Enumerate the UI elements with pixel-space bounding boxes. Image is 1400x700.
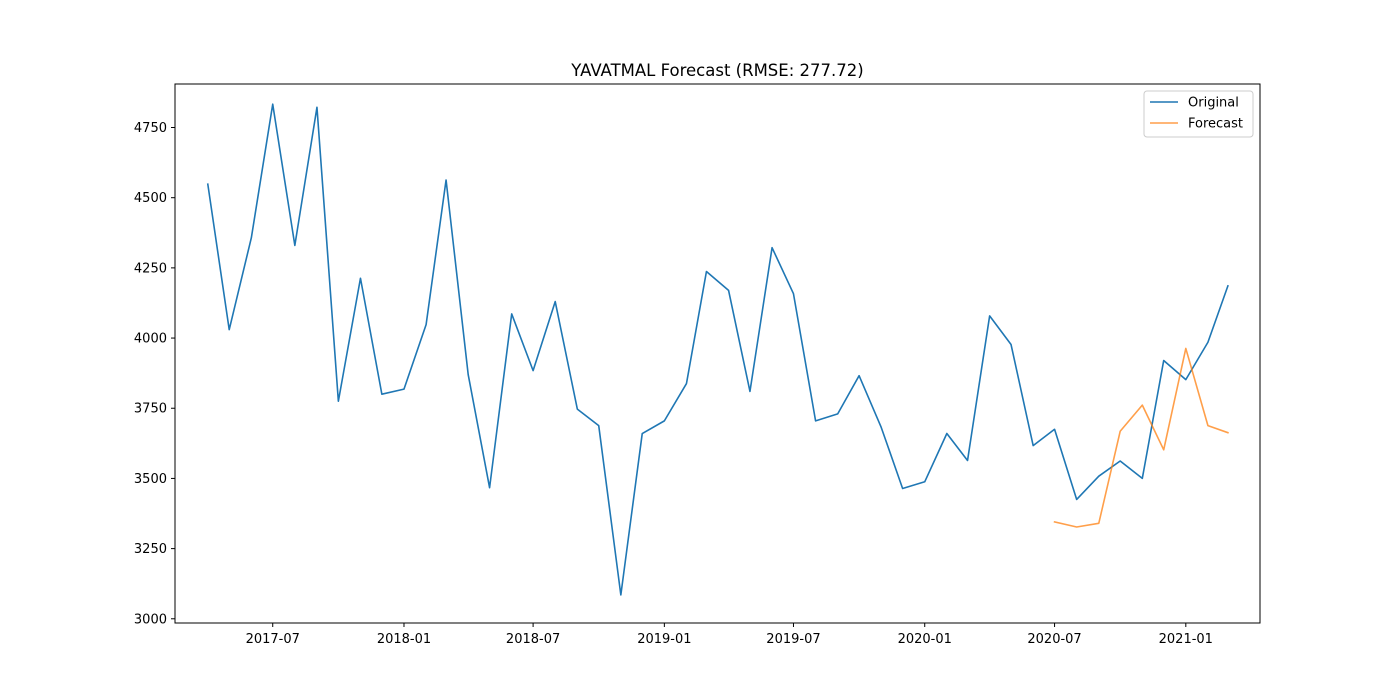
x-axis: 2017-07 2018-01 2018-07 2019-01 2019-07 2020-… [246,623,1213,647]
legend: Original Forecast [1143,90,1254,138]
x-tick-label: 2018-01 [377,632,431,647]
legend-label-original: Original [1188,96,1239,111]
series-layer [206,103,1229,596]
y-tick-label: 3250 [134,542,167,557]
y-axis: 3000 3250 3500 3750 4000 4250 4500 4750 [134,121,175,627]
plot-frame [174,83,1261,624]
x-tick-label: 2020-01 [898,632,952,647]
chart-title: YAVATMAL Forecast (RMSE: 277.72) [570,61,863,80]
x-tick-label: 2019-01 [637,632,691,647]
y-tick-label: 4750 [134,121,167,136]
y-tick-label: 3000 [134,612,167,627]
x-tick-label: 2021-01 [1159,632,1213,647]
y-tick-label: 4000 [134,332,167,347]
x-tick-label: 2018-07 [506,632,560,647]
series-line-forecast [1053,347,1229,528]
series-line-original [206,103,1229,596]
legend-label-forecast: Forecast [1188,117,1243,132]
y-tick-label: 4500 [134,191,167,206]
x-tick-label: 2017-07 [246,632,300,647]
x-tick-label: 2019-07 [766,632,820,647]
x-tick-label: 2020-07 [1027,632,1081,647]
y-tick-label: 3750 [134,402,167,417]
y-tick-label: 3500 [134,472,167,487]
y-tick-label: 4250 [134,261,167,276]
